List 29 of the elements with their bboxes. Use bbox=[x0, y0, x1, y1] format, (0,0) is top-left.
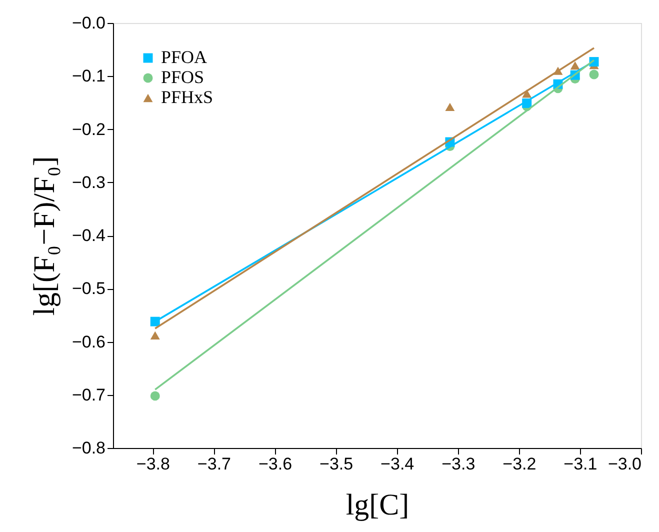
x-tick-label: −3.1 bbox=[564, 454, 598, 474]
x-tick-label: −3.8 bbox=[136, 454, 170, 474]
y-tick-label: −0.0 bbox=[72, 14, 106, 32]
legend-label: PFOA bbox=[161, 47, 208, 67]
y-tick-label: −0.5 bbox=[72, 279, 106, 298]
y-tick-label: −0.6 bbox=[72, 332, 106, 352]
y-tick-label: −0.8 bbox=[72, 438, 106, 458]
x-tick-label: −3.5 bbox=[320, 454, 354, 474]
legend-label: PFOS bbox=[161, 67, 204, 87]
y-tick-label: −0.7 bbox=[72, 385, 106, 404]
x-tick-label: −3.3 bbox=[442, 454, 476, 474]
point bbox=[522, 90, 532, 98]
x-tick-label: −3.6 bbox=[258, 454, 292, 474]
x-axis-title: lg[C] bbox=[346, 488, 410, 522]
y-tick-label: −0.4 bbox=[72, 226, 106, 245]
x-tick-label: −3.2 bbox=[502, 454, 536, 474]
y-tick-label: −0.2 bbox=[72, 120, 106, 139]
y-axis-title: lg[(F₀−F)/F₀] bbox=[28, 156, 61, 316]
y-tick-label: −0.3 bbox=[72, 172, 106, 192]
point bbox=[445, 102, 455, 112]
point bbox=[570, 61, 580, 70]
point bbox=[150, 331, 160, 340]
x-tick-label: −3.7 bbox=[197, 454, 231, 474]
point bbox=[589, 70, 599, 80]
x-tick-label: −3.4 bbox=[380, 454, 414, 474]
y-tick-label: −0.1 bbox=[72, 66, 106, 86]
x-tick-label: −3.0 bbox=[608, 454, 642, 474]
point bbox=[150, 391, 160, 401]
legend-label: PFHxS bbox=[161, 87, 214, 107]
